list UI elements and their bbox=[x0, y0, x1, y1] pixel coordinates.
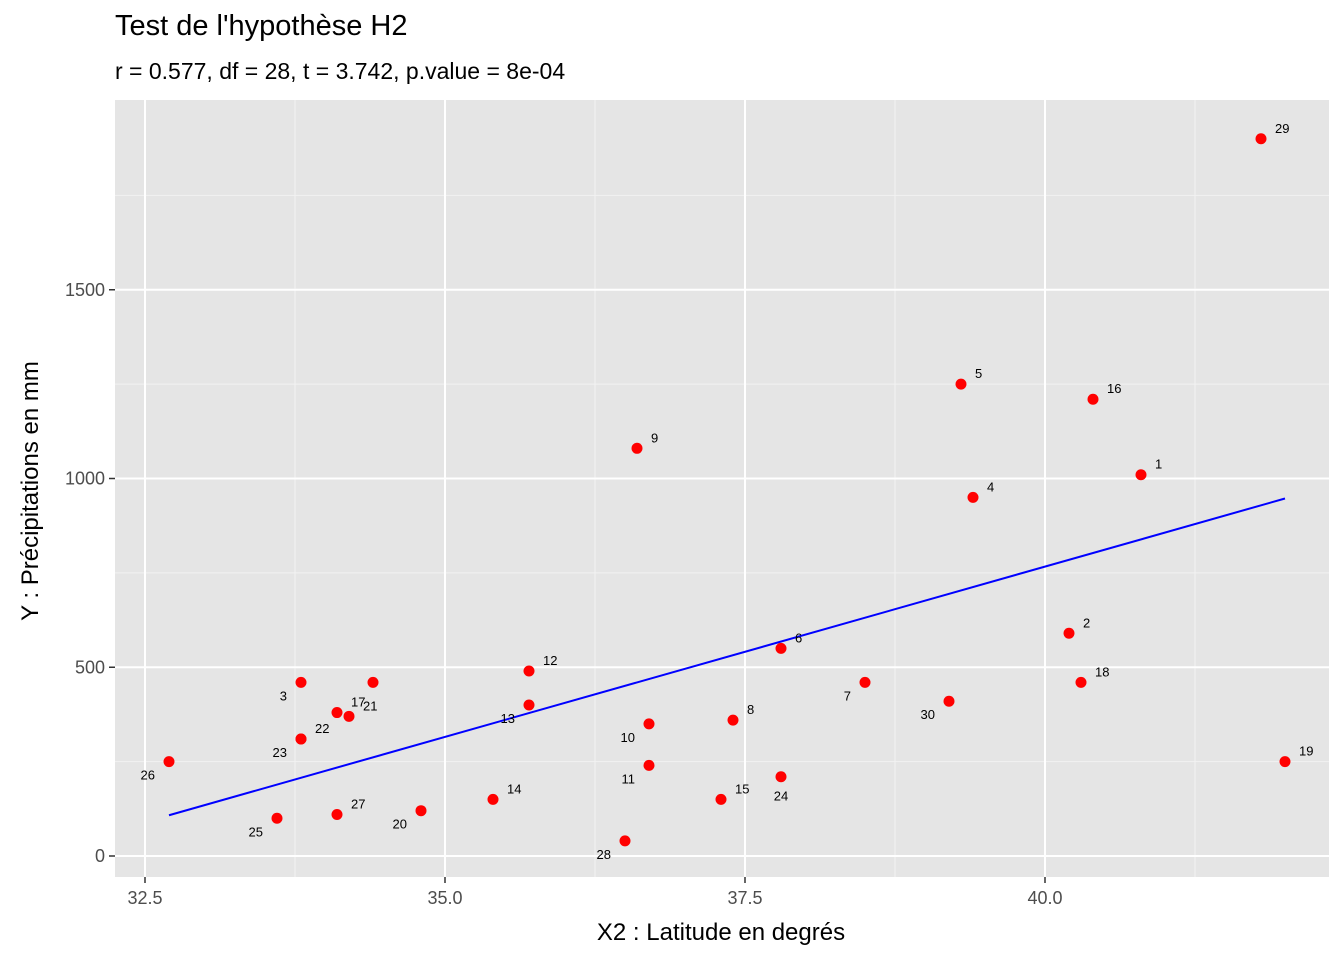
regression-line bbox=[168, 497, 1286, 817]
y-tick-label: 1000 bbox=[65, 469, 105, 489]
point-label: 19 bbox=[1299, 744, 1313, 759]
point-label: 25 bbox=[249, 824, 263, 839]
point-label: 30 bbox=[921, 707, 935, 722]
plot-panel bbox=[115, 100, 1329, 877]
data-point bbox=[1063, 627, 1075, 639]
point-label: 16 bbox=[1107, 381, 1121, 396]
data-point bbox=[295, 733, 307, 745]
data-point bbox=[331, 707, 343, 719]
point-label: 3 bbox=[280, 688, 287, 703]
data-point bbox=[1255, 133, 1267, 145]
data-point bbox=[415, 805, 427, 817]
point-label: 7 bbox=[844, 688, 851, 703]
minor-gridlines bbox=[115, 100, 1329, 877]
point-label: 18 bbox=[1095, 664, 1109, 679]
data-point bbox=[643, 718, 655, 730]
data-point bbox=[619, 835, 631, 847]
point-label: 26 bbox=[141, 768, 155, 783]
point-label: 12 bbox=[543, 653, 557, 668]
chart-title: Test de l'hypothèse H2 bbox=[115, 10, 408, 42]
data-point bbox=[1087, 393, 1099, 405]
point-label: 14 bbox=[507, 781, 521, 796]
data-point bbox=[1279, 756, 1291, 768]
data-point bbox=[775, 642, 787, 654]
point-label: 23 bbox=[273, 745, 287, 760]
point-label: 20 bbox=[393, 817, 407, 832]
point-label: 24 bbox=[774, 789, 788, 804]
point-label: 10 bbox=[621, 730, 635, 745]
data-point bbox=[859, 676, 871, 688]
data-point bbox=[775, 771, 787, 783]
point-label: 5 bbox=[975, 366, 982, 381]
point-label: 27 bbox=[351, 796, 365, 811]
data-point bbox=[343, 710, 355, 722]
point-label: 29 bbox=[1275, 121, 1289, 136]
data-point bbox=[487, 793, 499, 805]
data-point bbox=[331, 808, 343, 820]
data-point bbox=[163, 756, 175, 768]
point-label: 21 bbox=[363, 698, 377, 713]
point-label: 2 bbox=[1083, 615, 1090, 630]
point-label: 1 bbox=[1155, 457, 1162, 472]
point-label: 9 bbox=[651, 430, 658, 445]
point-label: 13 bbox=[501, 711, 515, 726]
data-point bbox=[367, 676, 379, 688]
point-label: 22 bbox=[315, 721, 329, 736]
y-axis-title: Y : Précipitations en mm bbox=[17, 361, 44, 621]
point-label: 28 bbox=[597, 847, 611, 862]
data-point bbox=[967, 491, 979, 503]
point-label: 17 bbox=[351, 695, 365, 710]
regression-line-group bbox=[168, 497, 1286, 817]
data-point bbox=[715, 793, 727, 805]
chart-subtitle: r = 0.577, df = 28, t = 3.742, p.value =… bbox=[115, 58, 566, 84]
point-label: 6 bbox=[795, 630, 802, 645]
data-point bbox=[523, 699, 535, 711]
y-tick-label: 500 bbox=[75, 657, 105, 677]
axes: 32.5 35.0 37.5 40.0 0 500 1000 1500 bbox=[65, 280, 1063, 908]
data-point bbox=[955, 378, 967, 390]
data-point bbox=[523, 665, 535, 677]
major-gridlines bbox=[115, 100, 1329, 877]
point-label: 11 bbox=[622, 771, 636, 786]
point-label: 15 bbox=[735, 781, 749, 796]
y-tick-label: 1500 bbox=[65, 280, 105, 300]
point-label: 4 bbox=[987, 479, 994, 494]
data-points bbox=[163, 133, 1291, 847]
data-point bbox=[943, 695, 955, 707]
y-tick-label: 0 bbox=[95, 846, 105, 866]
x-axis-title: X2 : Latitude en degrés bbox=[597, 919, 845, 946]
point-label: 8 bbox=[747, 702, 754, 717]
data-point bbox=[643, 759, 655, 771]
x-tick-label: 37.5 bbox=[727, 888, 762, 908]
data-point bbox=[1135, 469, 1147, 481]
data-point bbox=[631, 442, 643, 454]
data-point bbox=[727, 714, 739, 726]
data-point bbox=[295, 676, 307, 688]
x-tick-label: 40.0 bbox=[1027, 888, 1062, 908]
data-point bbox=[271, 812, 283, 824]
x-tick-label: 32.5 bbox=[127, 888, 162, 908]
x-tick-label: 35.0 bbox=[427, 888, 462, 908]
data-point bbox=[1075, 676, 1087, 688]
